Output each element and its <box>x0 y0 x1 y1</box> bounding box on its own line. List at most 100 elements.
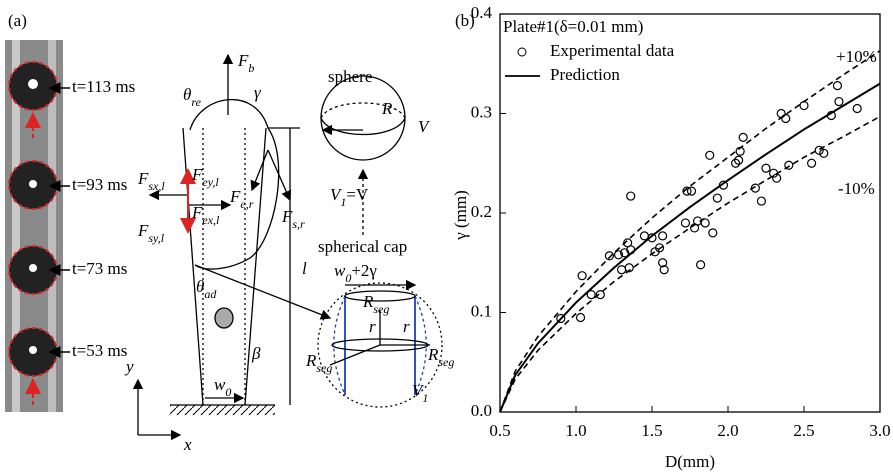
label-main: R <box>305 351 317 370</box>
label-sub: s,r <box>292 217 305 231</box>
data-point <box>784 160 794 170</box>
series-line <box>499 115 881 413</box>
time-label: t=73 ms <box>72 259 127 278</box>
label-main: γ <box>254 83 262 102</box>
label-after: +2γ <box>351 261 377 280</box>
data-point <box>586 289 596 300</box>
label-sub: re <box>191 95 201 109</box>
label-main: l <box>302 259 307 278</box>
diagram-label: V1=V <box>330 185 369 209</box>
panel-label: (a) <box>8 11 27 30</box>
label-main: R <box>362 292 374 311</box>
data-point <box>604 251 615 261</box>
label-main: R <box>381 99 393 118</box>
y-tick-label: 0.1 <box>471 301 492 320</box>
label-main: r <box>369 317 376 336</box>
data-point <box>712 193 722 203</box>
diagram-label: Fe,r <box>229 187 254 211</box>
label-main: β <box>251 344 261 363</box>
label-main: V <box>330 185 343 204</box>
data-point <box>734 155 744 165</box>
data-point <box>575 312 586 323</box>
annotation: -10% <box>838 179 875 198</box>
diagram-label: spherical cap <box>318 237 407 256</box>
data-point <box>819 148 829 158</box>
legend: Plate#1(δ=0.01 mm) Experimental data Pre… <box>503 17 675 84</box>
label-main: F <box>137 221 149 240</box>
x-axis-label: D(mm) <box>665 452 715 471</box>
x-tick-label: 2.0 <box>717 421 738 440</box>
diagram-label: β <box>251 344 261 363</box>
label-main: F <box>137 169 149 188</box>
data-point <box>814 145 824 155</box>
data-point <box>686 186 697 196</box>
data-point <box>616 265 627 275</box>
x-tick-label: 2.5 <box>793 421 814 440</box>
label-sub: sx,l <box>148 179 165 193</box>
diagram-label: V1 <box>412 381 428 405</box>
legend-title: Plate#1(δ=0.01 mm) <box>503 17 643 36</box>
x-tick-label: 0.5 <box>489 421 510 440</box>
label-main: V <box>412 381 425 400</box>
label-after: =V <box>346 185 369 204</box>
diagram-label: Fb <box>237 51 254 75</box>
data-point <box>647 233 657 243</box>
time-label: t=53 ms <box>72 341 127 360</box>
data-point <box>595 289 605 300</box>
label-sub: sy,l <box>148 231 164 245</box>
data-point <box>658 231 668 241</box>
x-tick-label: 3.0 <box>869 421 890 440</box>
diagram-label: Fey,l <box>191 165 219 189</box>
panel-label: (b) <box>455 11 475 30</box>
time-label: t=113 ms <box>72 77 135 96</box>
label-main: sphere <box>328 67 372 86</box>
label-main: F <box>229 187 241 206</box>
label-main: R <box>427 345 439 364</box>
data-point <box>626 191 636 201</box>
label-main: F <box>237 51 249 70</box>
label-main: V <box>418 117 431 136</box>
series-line <box>499 82 881 413</box>
label-main: r <box>403 317 410 336</box>
data-point <box>680 218 691 228</box>
diagram-label: y <box>124 357 134 376</box>
label-main: F <box>191 165 203 184</box>
x-tick-label: 1.0 <box>565 421 586 440</box>
y-tick-label: 0.2 <box>471 202 492 221</box>
label-main: spherical cap <box>318 237 407 256</box>
time-label: t=93 ms <box>72 175 127 194</box>
annotation: +10% <box>836 47 877 66</box>
label-main: x <box>183 435 192 454</box>
y-axis-label: γ (mm) <box>451 190 470 241</box>
diagram-label: Rseg <box>427 345 454 369</box>
data-point <box>577 271 587 281</box>
data-point <box>776 108 786 119</box>
x-tick-label: 1.5 <box>641 421 662 440</box>
data-point <box>730 158 741 168</box>
y-tick-label: 0.4 <box>471 3 493 22</box>
data-point <box>705 150 715 160</box>
diagram-label: x <box>183 435 192 454</box>
diagram-label: θre <box>183 85 202 109</box>
diagram-label: R <box>381 99 393 118</box>
photo <box>5 40 70 412</box>
data-point <box>738 132 748 142</box>
data-point <box>799 100 809 111</box>
diagram-label: Rseg <box>305 351 332 375</box>
diagram-label: r <box>403 317 410 336</box>
data-point <box>696 260 706 270</box>
data-point <box>852 103 862 114</box>
label-sub: 0 <box>225 385 231 399</box>
label-sub: 1 <box>340 195 346 209</box>
label-sub: 0 <box>345 271 351 285</box>
data-point <box>624 263 634 273</box>
diagram-label: w0 <box>214 375 231 399</box>
diagram-label: V <box>418 117 431 136</box>
legend-entry: Experimental data <box>550 41 675 60</box>
data-point <box>613 250 624 260</box>
label-main: F <box>281 207 293 226</box>
diagram-label: Fs,r <box>281 207 305 231</box>
label-sub: seg <box>316 361 332 375</box>
